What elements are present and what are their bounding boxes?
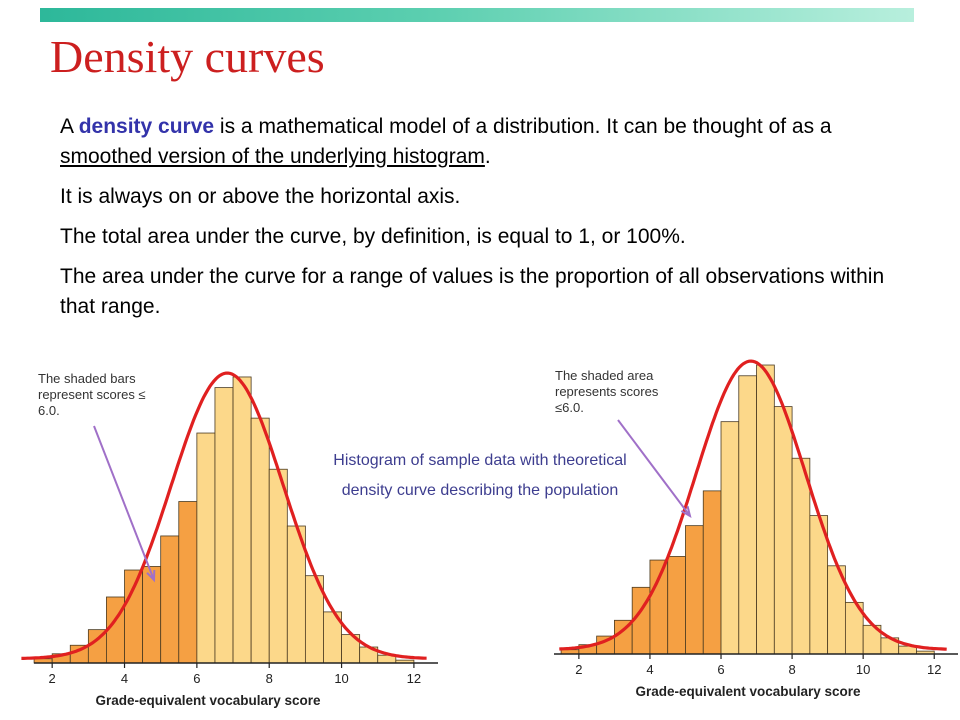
annotation-text: 6.0. — [38, 403, 60, 418]
histogram-bar — [685, 525, 704, 655]
histogram-bar — [702, 490, 722, 655]
x-tick-label: 10 — [856, 662, 870, 677]
histogram-chart-left: 2 4 6 8 10 12 Grade-equivalent vocabulary scor… — [21, 371, 438, 708]
x-axis-label: Grade-equivalent vocabulary score — [95, 693, 321, 708]
density-curve — [21, 371, 427, 660]
annotation-arrow-head — [680, 506, 692, 519]
annotation-arrow-line — [617, 419, 691, 517]
histogram-bar — [756, 364, 775, 655]
x-tick-label: 6 — [717, 662, 724, 677]
paragraph-axis: It is always on or above the horizontal … — [60, 185, 461, 208]
keyword-density-curve: density curve — [78, 115, 215, 138]
annotation-text: represents scores — [555, 384, 659, 399]
x-tick-label: 6 — [193, 671, 200, 686]
x-tick-label: 10 — [334, 671, 348, 686]
annotation-arrow-head — [146, 569, 156, 583]
x-tick-label: 8 — [788, 662, 795, 677]
annotation-text: ≤6.0. — [555, 400, 584, 415]
x-tick-label: 4 — [646, 662, 653, 677]
p1-end: . — [484, 145, 491, 168]
annotation-text: represent scores ≤ — [38, 387, 146, 402]
histogram-bar — [667, 556, 686, 655]
histogram-bar — [791, 457, 811, 655]
x-tick-label: 2 — [575, 662, 582, 677]
title-accent-bar — [40, 8, 914, 22]
histogram-bar — [268, 468, 288, 664]
x-axis-label: Grade-equivalent vocabulary score — [635, 684, 861, 699]
annotation-arrow-line — [93, 425, 155, 581]
histogram-bar — [178, 501, 198, 664]
annotation-text: The shaded bars — [38, 371, 136, 386]
x-tick-label: 12 — [927, 662, 941, 677]
underlined-phrase: smoothed version of the underlying histo… — [60, 145, 485, 168]
x-tick-label: 12 — [407, 671, 421, 686]
histogram-bar — [196, 432, 216, 664]
slide-title: Density curves — [50, 31, 325, 82]
histogram-bar — [649, 559, 669, 655]
histogram-bar — [720, 421, 740, 655]
paragraph-total-area: The total area under the curve, by defin… — [60, 225, 686, 248]
p1-mid: is a mathematical model of a distributio… — [214, 115, 832, 138]
histogram-chart-right: 2 4 6 8 10 12 Grade-equivalent vocabulary scor… — [554, 359, 958, 699]
p1-lead: A — [60, 115, 79, 138]
histogram-bar — [214, 387, 234, 664]
histogram-bar — [160, 535, 180, 664]
chart-caption: Histogram of sample data with theoretica… — [333, 452, 627, 499]
histogram-bar — [142, 566, 162, 664]
histogram-bar — [124, 569, 144, 664]
histogram-bar — [250, 417, 270, 664]
slide-body: A density curve is a mathematical model … — [60, 112, 900, 332]
annotation-text: The shaded area — [555, 368, 654, 383]
histogram-bar — [738, 375, 757, 655]
paragraph-definition: A density curve is a mathematical model … — [60, 112, 900, 172]
histogram-bar — [232, 376, 252, 664]
paragraph-range-area: The area under the curve for a range of … — [60, 265, 885, 318]
x-tick-label: 8 — [266, 671, 273, 686]
density-curve — [559, 359, 947, 651]
x-tick-label: 4 — [121, 671, 128, 686]
histogram-bar — [773, 406, 793, 655]
x-tick-label: 2 — [49, 671, 56, 686]
